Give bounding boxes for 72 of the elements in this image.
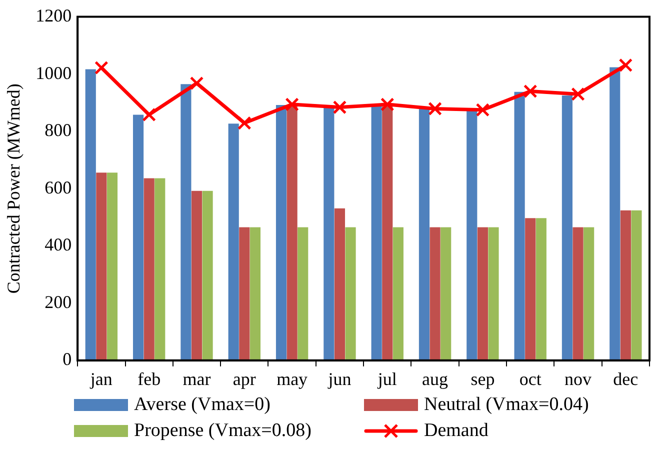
bar	[371, 106, 382, 360]
point	[142, 108, 156, 122]
bar	[620, 210, 631, 360]
bar	[477, 227, 488, 360]
bar	[562, 96, 573, 360]
legend-label: Averse (Vmax=0)	[134, 394, 270, 416]
bar	[430, 227, 440, 360]
y-tick-label: 1200	[36, 6, 72, 26]
y-axis-title: Contracted Power (MWmed)	[4, 84, 24, 294]
bar	[286, 104, 298, 360]
x-tick-label: feb	[138, 368, 161, 389]
bar	[298, 227, 308, 360]
bar	[392, 227, 404, 360]
x-tick-label: sep	[470, 368, 495, 389]
bar	[228, 124, 239, 360]
bar	[488, 227, 499, 360]
x-tick-label: dec	[613, 368, 638, 389]
point	[523, 84, 538, 98]
legend-label: Demand	[424, 420, 488, 442]
bar	[525, 218, 536, 360]
y-tick-label: 200	[44, 292, 72, 312]
y-tick-label: 400	[44, 234, 72, 255]
x-tick-label: oct	[519, 368, 542, 389]
point	[238, 116, 252, 130]
bar	[191, 190, 202, 360]
point	[618, 58, 633, 72]
bar	[536, 218, 546, 360]
y-tick-label: 1000	[36, 62, 72, 83]
point	[476, 102, 490, 117]
bar	[202, 190, 213, 360]
point	[190, 76, 204, 90]
bar	[418, 108, 430, 360]
y-tick-label: 800	[44, 120, 72, 140]
bar	[466, 110, 478, 360]
bar	[144, 178, 154, 360]
legend-label: Propense (Vmax=0.08)	[134, 420, 312, 442]
x-tick-label: apr	[232, 368, 256, 389]
y-tick-label: 0	[62, 349, 72, 370]
point	[285, 98, 299, 112]
point	[428, 102, 442, 116]
bar	[154, 178, 166, 360]
bar	[631, 210, 642, 360]
x-tick-label: jan	[89, 368, 112, 389]
bar	[85, 69, 96, 360]
bar	[584, 227, 594, 360]
bar	[180, 84, 192, 360]
point	[94, 60, 108, 75]
x-tick-label: jun	[327, 368, 352, 389]
point	[332, 100, 347, 114]
bar	[250, 227, 260, 360]
bar	[132, 114, 144, 360]
bar	[572, 227, 584, 360]
point	[571, 87, 585, 102]
bar	[610, 67, 620, 360]
x-tick-label: nov	[564, 368, 592, 389]
bar	[96, 172, 107, 360]
legend-label: Neutral (Vmax=0.04)	[424, 394, 589, 416]
x-tick-label: may	[276, 368, 308, 389]
bar	[440, 227, 452, 360]
bar	[106, 172, 118, 360]
bar	[334, 208, 346, 360]
point	[380, 98, 394, 112]
x-tick-label: aug	[422, 368, 448, 389]
bar	[345, 227, 356, 360]
bar	[276, 104, 287, 360]
x-tick-label: mar	[182, 368, 211, 389]
y-tick-label: 600	[44, 177, 72, 198]
bar	[382, 106, 393, 360]
x-tick-label: jul	[376, 368, 397, 389]
bar	[324, 106, 334, 360]
bar	[514, 92, 525, 360]
bar	[239, 227, 250, 360]
